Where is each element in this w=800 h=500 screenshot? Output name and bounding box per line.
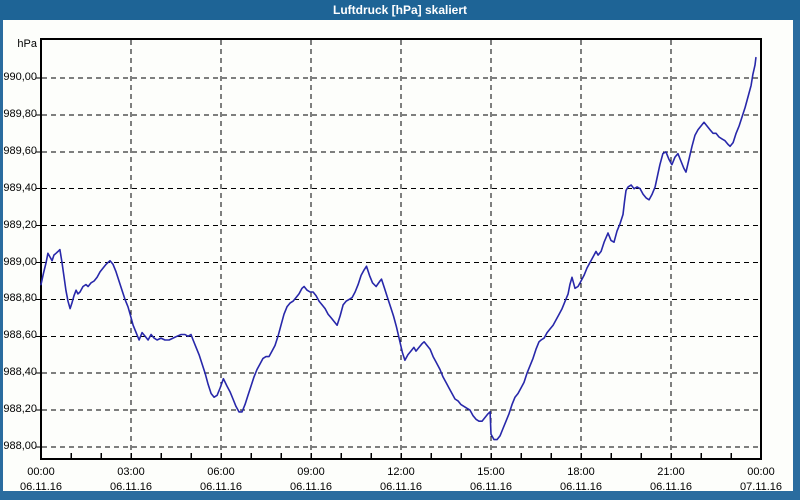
- y-axis-unit-label: hPa: [17, 38, 37, 50]
- x-tick-time-label: 00:00: [747, 466, 775, 478]
- y-tick-label: 990,00: [3, 71, 37, 83]
- x-tick-date-label: 06.11.16: [559, 481, 602, 493]
- pressure-line: [40, 56, 757, 441]
- x-tick-time-label: 06:00: [207, 466, 235, 478]
- plot-border: [40, 38, 762, 460]
- x-tick-time-label: 12:00: [387, 466, 415, 478]
- x-tick-time-label: 21:00: [657, 466, 685, 478]
- x-tick-date-label: 06.11.16: [379, 481, 422, 493]
- y-tick-label: 989,60: [3, 144, 37, 157]
- y-tick-label: 989,80: [3, 107, 37, 120]
- y-tick-label: 988,40: [3, 366, 37, 379]
- window-title: Luftdruck [hPa] skaliert: [332, 3, 468, 17]
- title-bar: Luftdruck [hPa] skaliert: [0, 0, 800, 20]
- x-tick-date-label: 07.11.16: [739, 481, 782, 493]
- y-tick-label: 989,00: [3, 255, 37, 268]
- y-tick-label: 989,20: [3, 218, 37, 231]
- x-tick-date-label: 06.11.16: [199, 481, 242, 493]
- y-tick-label: 989,40: [3, 181, 37, 194]
- x-tick-date-label: 06.11.16: [289, 481, 332, 493]
- x-tick-time-label: 18:00: [567, 466, 595, 478]
- y-tick-label: 988,60: [3, 329, 37, 342]
- y-tick-label: 988,00: [3, 440, 37, 452]
- x-tick-time-label: 15:00: [477, 466, 505, 478]
- y-tick-label: 988,80: [3, 292, 37, 305]
- y-tick-label: 988,20: [3, 403, 37, 416]
- window-border-bottom: [0, 491, 800, 500]
- x-tick-date-label: 06.11.16: [19, 481, 62, 493]
- x-tick-date-label: 06.11.16: [469, 481, 512, 493]
- window-border-right: [793, 20, 800, 500]
- x-tick-date-label: 06.11.16: [649, 481, 692, 493]
- x-tick-time-label: 09:00: [297, 466, 325, 478]
- window-border-left: [0, 20, 3, 500]
- x-tick-date-label: 06.11.16: [109, 481, 152, 493]
- x-tick-time-label: 03:00: [117, 466, 145, 478]
- x-tick-time-label: 00:00: [27, 466, 55, 478]
